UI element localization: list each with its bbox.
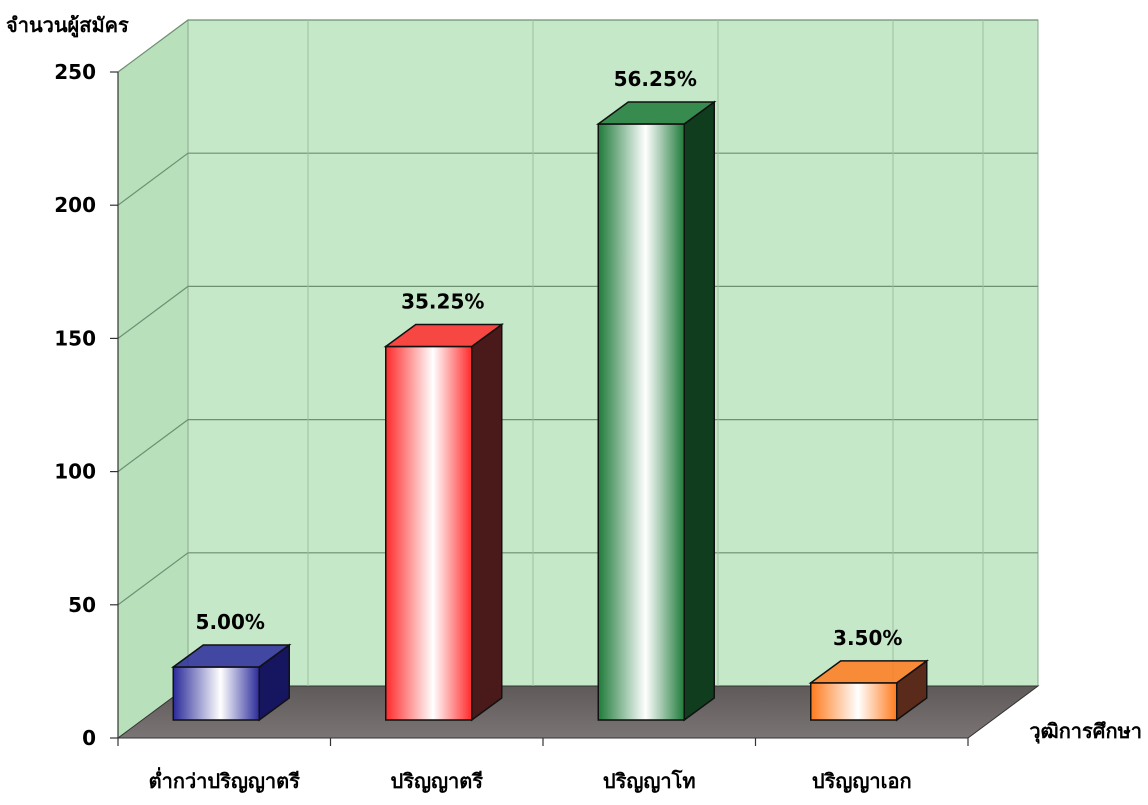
data-label-3: 3.50% (833, 626, 902, 650)
category-label-0: ต่ำกว่าปริญญาตรี (149, 766, 301, 793)
chart-side-wall (117, 19, 189, 739)
bar-side-1 (471, 323, 503, 722)
category-label-3: ปริญญาเอก (812, 769, 912, 793)
y-tick-label-150: 150 (54, 326, 96, 350)
y-tick-label-0: 0 (82, 726, 96, 750)
gridline-200 (117, 152, 1038, 206)
chart-floor (116, 685, 1040, 739)
bar-top-2 (595, 101, 717, 125)
y-axis-title: จำนวนผู้สมัคร (6, 13, 129, 39)
bar-front-2 (597, 123, 685, 721)
data-label-2: 56.25% (614, 67, 697, 91)
x-axis-title: วุฒิการศึกษา (1029, 719, 1142, 744)
bar-top-0 (170, 644, 292, 668)
bar-top-1 (383, 323, 505, 348)
gridline-50 (117, 552, 1038, 606)
data-label-0: 5.00% (196, 610, 265, 634)
bar-front-1 (385, 345, 473, 721)
gridline-150 (117, 285, 1038, 339)
gridline-250 (117, 19, 1038, 73)
y-tick-label-200: 200 (54, 193, 96, 217)
y-tick-label-50: 50 (68, 593, 96, 617)
bar-front-3 (810, 682, 898, 721)
bar-front-0 (172, 666, 260, 721)
bar-top-3 (808, 660, 930, 684)
y-tick-label-250: 250 (54, 60, 96, 84)
data-label-1: 35.25% (401, 290, 484, 314)
bar-side-2 (683, 100, 715, 722)
category-label-2: ปริญญาโท (603, 769, 696, 793)
category-label-1: ปริญญาตรี (391, 769, 484, 793)
y-tick-label-100: 100 (54, 460, 96, 484)
gridline-100 (117, 419, 1038, 473)
